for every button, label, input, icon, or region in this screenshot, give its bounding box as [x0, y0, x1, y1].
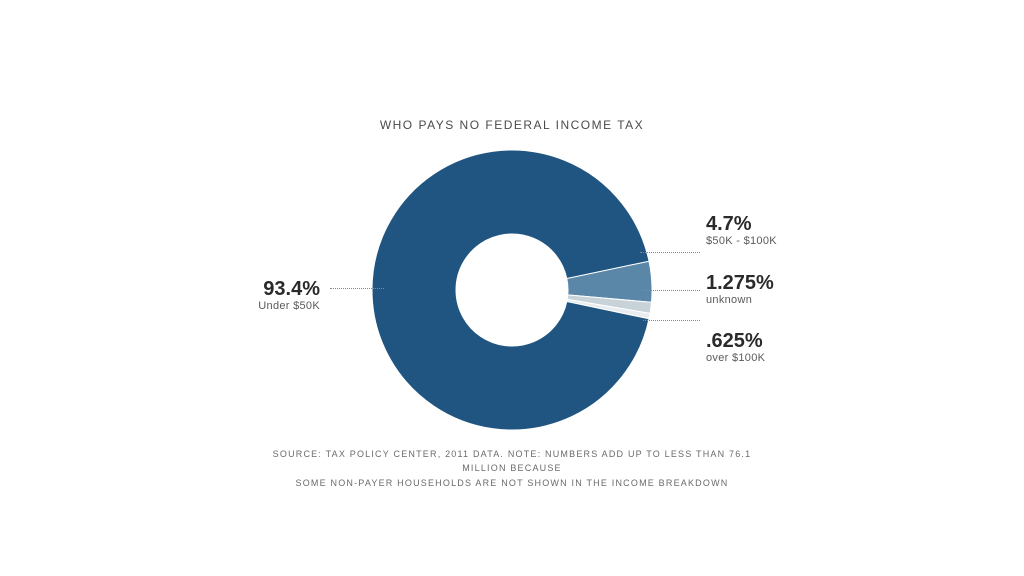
label-pct-over_100k: .625%	[706, 330, 765, 352]
label-sub-under_50k: Under $50K	[220, 300, 320, 312]
leader-under_50k	[330, 288, 384, 289]
label-pct-under_50k: 93.4%	[220, 278, 320, 300]
source-line-1: SOURCE: TAX POLICY CENTER, 2011 DATA. NO…	[252, 447, 772, 476]
label-under_50k: 93.4%Under $50K	[220, 278, 320, 312]
label-over_100k: .625%over $100K	[706, 330, 765, 364]
label-sub-over_100k: over $100K	[706, 352, 765, 364]
leader-50_100k	[640, 252, 700, 253]
source-note: SOURCE: TAX POLICY CENTER, 2011 DATA. NO…	[252, 447, 772, 490]
label-sub-unknown: unknown	[706, 294, 774, 306]
leader-unknown	[643, 290, 700, 291]
source-line-2: SOME NON-PAYER HOUSEHOLDS ARE NOT SHOWN …	[252, 476, 772, 490]
label-pct-50_100k: 4.7%	[706, 213, 777, 235]
leader-over_100k	[643, 320, 700, 321]
donut-chart	[362, 140, 662, 440]
chart-area: WHO PAYS NO FEDERAL INCOME TAX SOURCE: T…	[0, 0, 1024, 576]
label-50_100k: 4.7%$50K - $100K	[706, 213, 777, 247]
chart-title: WHO PAYS NO FEDERAL INCOME TAX	[380, 118, 644, 132]
label-pct-unknown: 1.275%	[706, 272, 774, 294]
label-sub-50_100k: $50K - $100K	[706, 235, 777, 247]
label-unknown: 1.275%unknown	[706, 272, 774, 306]
donut-wrap	[362, 140, 662, 440]
